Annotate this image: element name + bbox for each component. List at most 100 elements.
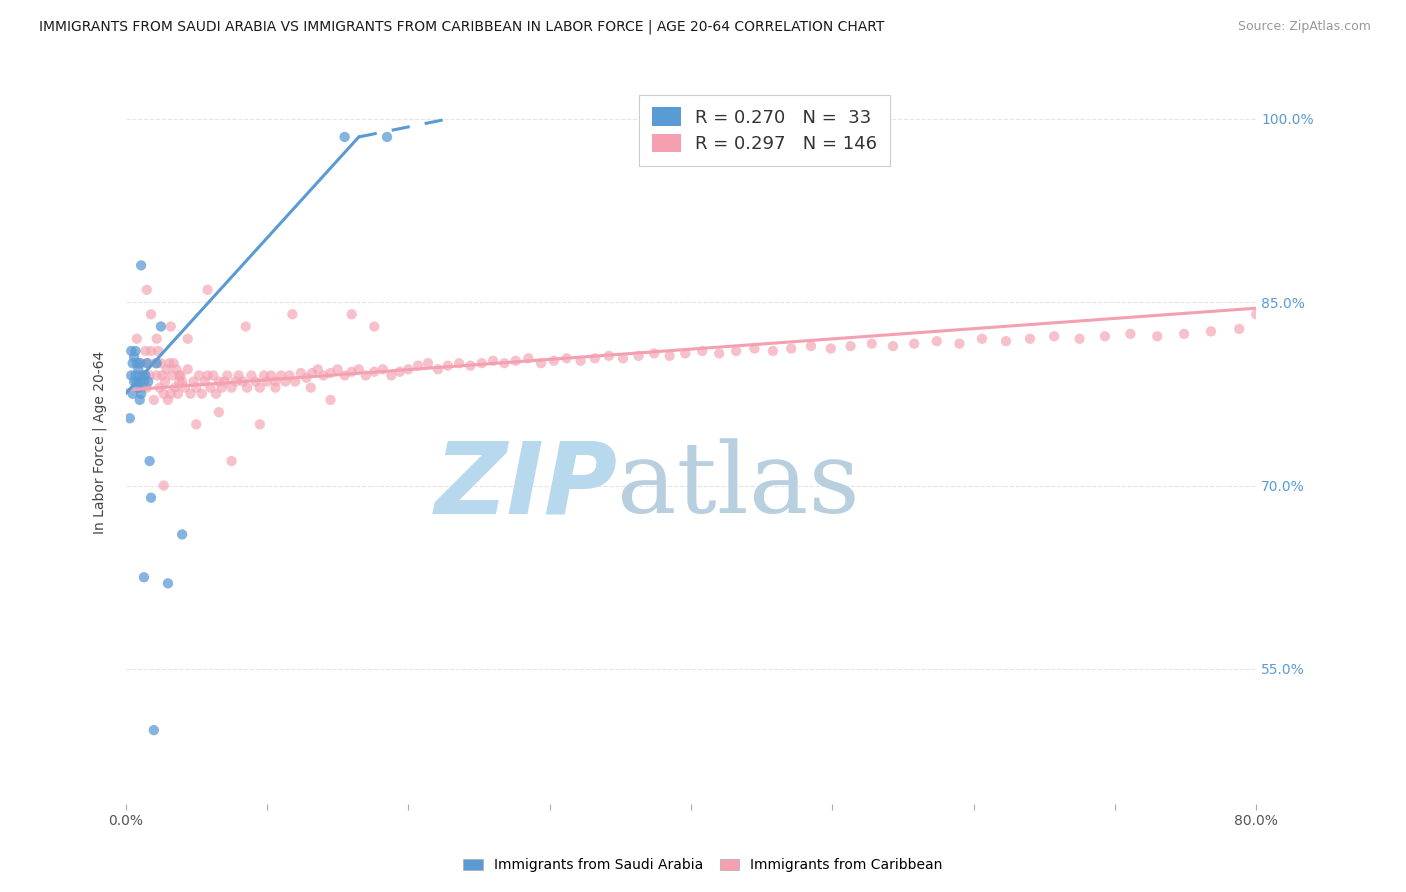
Point xyxy=(163,381,186,395)
Point xyxy=(160,368,183,383)
Point xyxy=(482,353,505,368)
Point xyxy=(132,570,155,584)
Point xyxy=(1199,325,1222,339)
Point xyxy=(301,366,323,380)
Point xyxy=(299,381,322,395)
Point xyxy=(860,336,883,351)
Point xyxy=(136,375,159,389)
Point xyxy=(172,375,194,389)
Text: atlas: atlas xyxy=(617,438,860,534)
Point xyxy=(340,365,363,379)
Point xyxy=(460,359,482,373)
Point xyxy=(159,319,181,334)
Point xyxy=(312,368,335,383)
Point xyxy=(136,356,159,370)
Point xyxy=(380,368,402,383)
Point xyxy=(240,368,263,383)
Point xyxy=(186,417,208,432)
Point xyxy=(1094,329,1116,343)
Text: ZIP: ZIP xyxy=(434,437,617,534)
Legend: Immigrants from Saudi Arabia, Immigrants from Caribbean: Immigrants from Saudi Arabia, Immigrants… xyxy=(458,853,948,878)
Point xyxy=(449,356,471,370)
Point xyxy=(183,375,205,389)
Point xyxy=(122,375,145,389)
Point xyxy=(471,356,494,370)
Point xyxy=(744,342,766,356)
Point xyxy=(145,356,167,370)
Point xyxy=(128,356,150,370)
Point xyxy=(436,359,458,373)
Point xyxy=(354,368,377,383)
Point xyxy=(118,411,141,425)
Point xyxy=(780,342,803,356)
Point xyxy=(153,375,176,389)
Point xyxy=(333,130,356,145)
Point xyxy=(129,258,152,272)
Point xyxy=(1119,326,1142,341)
Point xyxy=(211,381,233,395)
Point xyxy=(839,339,862,353)
Point xyxy=(416,356,439,370)
Point xyxy=(134,343,156,358)
Point xyxy=(162,356,184,370)
Point xyxy=(235,319,257,334)
Point xyxy=(132,368,155,383)
Point xyxy=(167,386,190,401)
Point xyxy=(820,342,842,356)
Point xyxy=(159,386,181,401)
Point xyxy=(146,343,169,358)
Point xyxy=(583,351,606,366)
Point xyxy=(256,375,278,389)
Point xyxy=(225,375,247,389)
Point xyxy=(270,368,292,383)
Point xyxy=(135,381,157,395)
Point xyxy=(145,368,167,383)
Point xyxy=(174,381,197,395)
Point xyxy=(177,332,200,346)
Point xyxy=(145,332,167,346)
Point xyxy=(882,339,904,353)
Point xyxy=(131,368,153,383)
Point xyxy=(319,392,342,407)
Point xyxy=(197,368,219,383)
Point xyxy=(208,405,231,419)
Point xyxy=(139,491,162,505)
Point xyxy=(125,375,148,389)
Point xyxy=(253,368,276,383)
Point xyxy=(186,381,208,395)
Point xyxy=(142,723,165,738)
Point xyxy=(125,332,148,346)
Point xyxy=(197,283,219,297)
Point xyxy=(169,375,191,389)
Point xyxy=(228,368,250,383)
Point xyxy=(131,381,153,395)
Point xyxy=(149,356,172,370)
Point xyxy=(1146,329,1168,343)
Point xyxy=(135,356,157,370)
Point xyxy=(129,356,152,370)
Point xyxy=(128,392,150,407)
Point xyxy=(284,375,307,389)
Point xyxy=(326,362,349,376)
Point xyxy=(494,356,516,370)
Point xyxy=(169,368,191,383)
Point xyxy=(124,343,146,358)
Point xyxy=(517,351,540,366)
Point xyxy=(762,343,785,358)
Point xyxy=(208,375,231,389)
Point xyxy=(166,362,188,376)
Point xyxy=(134,368,156,383)
Point xyxy=(970,332,993,346)
Point xyxy=(426,362,449,376)
Point xyxy=(707,346,730,360)
Point xyxy=(122,350,145,364)
Point xyxy=(180,386,202,401)
Point xyxy=(307,362,329,376)
Point xyxy=(249,381,271,395)
Point xyxy=(725,343,748,358)
Point xyxy=(245,375,267,389)
Point xyxy=(295,371,318,385)
Point xyxy=(125,356,148,370)
Point xyxy=(148,381,170,395)
Point xyxy=(569,353,592,368)
